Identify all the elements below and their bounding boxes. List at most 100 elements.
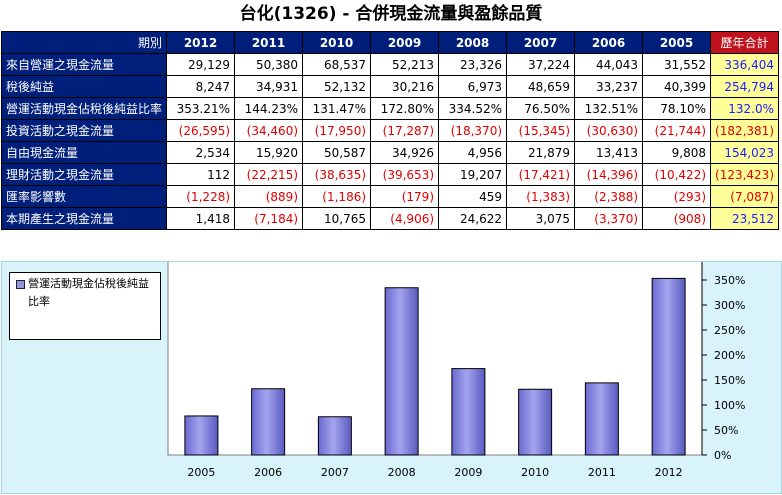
year-header: 2008 [438, 31, 508, 54]
row-label: 營運活動現金佔稅後純益比率 [0, 97, 168, 120]
y-tick-label: 250% [714, 324, 745, 337]
table-row: 自由現金流量 2,534 15,920 50,587 34,926 4,956 21,879… [0, 141, 780, 164]
year-header: 2011 [234, 31, 304, 54]
table-cell: (17,287) [370, 119, 440, 142]
table-cell: 34,926 [370, 141, 440, 164]
x-tick-label: 2007 [321, 466, 349, 479]
table-cell: 52,213 [370, 53, 440, 76]
table-cell: 50,587 [302, 141, 372, 164]
chart-legend: 營運活動現金佔稅後純益 比率 [9, 272, 161, 340]
period-header: 期別 [0, 31, 168, 54]
table-cell: 132.51% [574, 97, 644, 120]
table-cell: (30,630) [574, 119, 644, 142]
table-cell: (4,906) [370, 207, 440, 230]
row-label: 匯率影響數 [0, 185, 168, 208]
plot-area [167, 262, 703, 456]
table-cell: (26,595) [166, 119, 236, 142]
table-cell: 353.21% [166, 97, 236, 120]
y-tick-label: 0% [714, 449, 731, 462]
table-cell: (7,184) [234, 207, 304, 230]
legend-label: 營運活動現金佔稅後純益 比率 [28, 275, 156, 311]
table-row: 匯率影響數 (1,228) (889) (1,186) (179) 459 (1,383)(… [0, 185, 780, 208]
x-tick-label: 2008 [388, 466, 416, 479]
row-label: 稅後純益 [0, 75, 168, 98]
table-cell: (1,383) [506, 185, 576, 208]
x-tick-label: 2010 [521, 466, 549, 479]
table-cell: 6,973 [438, 75, 508, 98]
table-cell: 2,534 [166, 141, 236, 164]
table-cell: 15,920 [234, 141, 304, 164]
table-cell: 459 [438, 185, 508, 208]
table-row: 理財活動之現金流量 112 (22,215) (38,635) (39,653) 19,2… [0, 163, 780, 186]
bar-2011 [584, 382, 619, 456]
legend-label-line2: 比率 [28, 295, 50, 308]
table-cell: (2,388) [574, 185, 644, 208]
table-header-row: 期別 2012 2011 2010 2009 2008 2007 2006 20… [0, 31, 780, 54]
table-cell: 4,956 [438, 141, 508, 164]
cash-flow-table: 期別 2012 2011 2010 2009 2008 2007 2006 20… [0, 31, 780, 230]
total-cell: 23,512 [710, 207, 780, 230]
table-row: 投資活動之現金流量 (26,595) (34,460) (17,950) (17,287… [0, 119, 780, 142]
y-tick-label: 300% [714, 299, 745, 312]
total-header: 歷年合計 [710, 31, 780, 54]
total-cell: 254,794 [710, 75, 780, 98]
table-cell: (1,186) [302, 185, 372, 208]
table-cell: 50,380 [234, 53, 304, 76]
bar-2008 [384, 287, 419, 456]
table-cell: 13,413 [574, 141, 644, 164]
row-label: 本期產生之現金流量 [0, 207, 168, 230]
total-cell: 132.0% [710, 97, 780, 120]
total-cell: (7,087) [710, 185, 780, 208]
table-row: 營運活動現金佔稅後純益比率 353.21% 144.23% 131.47% 172.80… [0, 97, 780, 120]
y-tick-label: 350% [714, 274, 745, 287]
y-tick-label: 100% [714, 399, 745, 412]
y-tick-label: 50% [714, 424, 738, 437]
table-cell: 29,129 [166, 53, 236, 76]
table-cell: 334.52% [438, 97, 508, 120]
table-cell: 44,043 [574, 53, 644, 76]
table-cell: (1,228) [166, 185, 236, 208]
total-cell: 154,023 [710, 141, 780, 164]
table-cell: (179) [370, 185, 440, 208]
year-header: 2005 [642, 31, 712, 54]
table-cell: 78.10% [642, 97, 712, 120]
year-header: 2009 [370, 31, 440, 54]
table-cell: (39,653) [370, 163, 440, 186]
total-cell: 336,404 [710, 53, 780, 76]
table-cell: (18,370) [438, 119, 508, 142]
table-cell: (3,370) [574, 207, 644, 230]
table-cell: 40,399 [642, 75, 712, 98]
chart-area: 營運活動現金佔稅後純益 比率 0% 50% 100% 150% 200% 250% 300%… [1, 261, 782, 494]
x-tick-label: 2009 [454, 466, 482, 479]
table-cell: 144.23% [234, 97, 304, 120]
table-row: 稅後純益 8,247 34,931 52,132 30,216 6,973 48,659 33… [0, 75, 780, 98]
x-tick-label: 2012 [655, 466, 683, 479]
row-label: 來自營運之現金流量 [0, 53, 168, 76]
table-cell: 10,765 [302, 207, 372, 230]
bar-2009 [451, 368, 486, 456]
table-cell: 34,931 [234, 75, 304, 98]
bar-2007 [317, 416, 352, 456]
x-tick-label: 2006 [254, 466, 282, 479]
row-label: 自由現金流量 [0, 141, 168, 164]
x-tick-label: 2005 [187, 466, 215, 479]
table-row: 來自營運之現金流量 29,129 50,380 68,537 52,213 23,326 3… [0, 53, 780, 76]
table-cell: 31,552 [642, 53, 712, 76]
table-cell: 76.50% [506, 97, 576, 120]
row-label: 理財活動之現金流量 [0, 163, 168, 186]
table-cell: (889) [234, 185, 304, 208]
table-cell: 48,659 [506, 75, 576, 98]
table-cell: 30,216 [370, 75, 440, 98]
table-cell: (21,744) [642, 119, 712, 142]
table-cell: (908) [642, 207, 712, 230]
table-cell: (17,421) [506, 163, 576, 186]
table-cell: 23,326 [438, 53, 508, 76]
bar-2012 [651, 277, 686, 456]
table-cell: 1,418 [166, 207, 236, 230]
year-header: 2007 [506, 31, 576, 54]
table-cell: 8,247 [166, 75, 236, 98]
table-row: 本期產生之現金流量 1,418 (7,184) 10,765 (4,906) 24,622… [0, 207, 780, 230]
year-header: 2010 [302, 31, 372, 54]
bar-2006 [251, 388, 286, 456]
table-cell: 172.80% [370, 97, 440, 120]
